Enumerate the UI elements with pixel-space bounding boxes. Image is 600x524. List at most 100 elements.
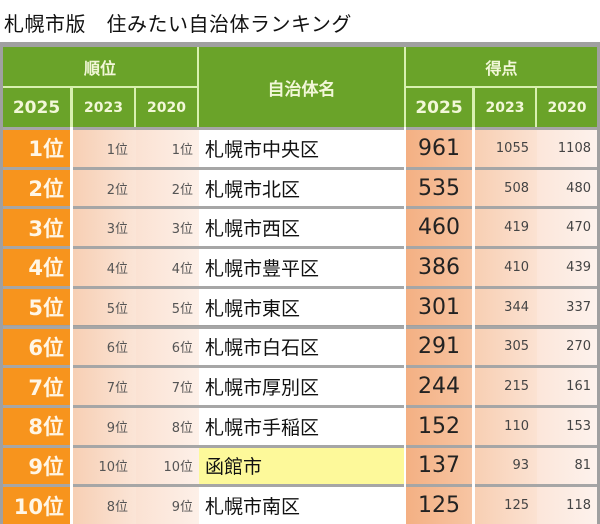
row-divider	[3, 325, 597, 329]
score-2025-cell: 152	[406, 407, 472, 445]
rank-2020-cell: 9位	[136, 487, 199, 524]
municipality-name: 札幌市南区	[205, 496, 301, 519]
score-2023-cell: 125	[475, 487, 537, 524]
rank-2025-value: 9位	[28, 454, 64, 479]
header-divider	[3, 86, 197, 88]
rank-2023-value: 5位	[106, 301, 128, 317]
rank-2025-cell: 5位	[3, 288, 70, 326]
rank-2025-value: 6位	[28, 335, 64, 360]
municipality-name-cell: 函館市	[199, 447, 406, 485]
score-2025-value: 460	[418, 215, 460, 241]
score-2025-cell: 137	[406, 447, 472, 485]
rank-2020-cell: 2位	[136, 169, 199, 207]
rank-2023-value: 8位	[106, 500, 128, 516]
rank-2023-cell: 4位	[73, 249, 136, 286]
rank-2025-cell: 10位	[3, 487, 70, 524]
rank-2020-value: 3位	[171, 222, 193, 238]
header-score-group-label: 得点	[485, 58, 518, 78]
score-2023-cell: 344	[475, 288, 537, 326]
score-2020-cell: 337	[537, 288, 597, 326]
rank-2020-cell: 5位	[136, 288, 199, 326]
rank-2023-value: 1位	[106, 142, 128, 158]
column-divider	[70, 127, 73, 524]
header-rank-group-label: 順位	[83, 58, 116, 78]
score-2025-cell: 386	[406, 249, 472, 286]
municipality-name-cell: 札幌市中央区	[199, 130, 406, 167]
rank-2020-cell: 4位	[136, 249, 199, 286]
rank-2025-cell: 8位	[3, 407, 70, 445]
score-2025-value: 301	[418, 294, 460, 320]
score-2020-cell: 1108	[537, 130, 597, 167]
score-2025-value: 125	[418, 493, 460, 519]
header-divider	[472, 88, 475, 127]
rank-2023-value: 10位	[98, 460, 128, 476]
rank-2025-value: 5位	[28, 296, 64, 321]
score-2020-cell: 118	[537, 487, 597, 524]
rank-2023-cell: 3位	[73, 209, 136, 247]
rank-2025-value: 3位	[28, 216, 64, 241]
header-rank-group: 順位	[3, 47, 197, 86]
score-2025-cell: 535	[406, 169, 472, 207]
header-divider	[406, 86, 597, 88]
rank-2023-cell: 8位	[73, 487, 136, 524]
header-rank-2020: 2020	[136, 88, 197, 127]
municipality-name-cell: 札幌市西区	[199, 209, 406, 247]
rank-2023-value: 7位	[106, 381, 128, 397]
rank-2020-cell: 3位	[136, 209, 199, 247]
municipality-name: 札幌市西区	[205, 218, 301, 241]
score-2020-cell: 153	[537, 407, 597, 445]
rank-2023-value: 9位	[106, 420, 128, 436]
rank-2020-value: 8位	[171, 420, 193, 436]
municipality-name: 札幌市中央区	[205, 138, 320, 161]
rank-2020-value: 7位	[171, 381, 193, 397]
rank-2020-cell: 6位	[136, 328, 199, 366]
score-2025-value: 291	[418, 334, 460, 360]
municipality-name-cell: 札幌市白石区	[199, 328, 406, 366]
header-rank-2020-label: 2020	[147, 99, 186, 116]
rank-2025-cell: 6位	[3, 328, 70, 366]
row-divider	[3, 206, 597, 210]
page-title: 札幌市版 住みたい自治体ランキング	[4, 12, 352, 36]
rank-2025-cell: 4位	[3, 249, 70, 286]
header-name-label: 自治体名	[267, 79, 336, 100]
header-divider	[535, 88, 537, 127]
header-divider	[134, 88, 136, 127]
rank-2020-cell: 1位	[136, 130, 199, 167]
ranking-table: 順位 自治体名 得点 2025 2023 2020 2025 2023 2020…	[3, 47, 597, 524]
score-2023-value: 419	[504, 220, 529, 236]
score-2023-value: 305	[504, 339, 529, 355]
rank-2025-value: 1位	[28, 137, 64, 162]
score-2020-value: 81	[574, 458, 591, 474]
row-divider	[3, 365, 597, 369]
header-score-2020: 2020	[537, 88, 597, 127]
score-2020-value: 470	[566, 220, 591, 236]
score-2025-cell: 291	[406, 328, 472, 366]
municipality-name-cell: 札幌市厚別区	[199, 368, 406, 405]
score-2020-cell: 470	[537, 209, 597, 247]
header-rank-2023-label: 2023	[84, 99, 123, 116]
score-2023-value: 344	[504, 299, 529, 315]
rank-2023-value: 3位	[106, 222, 128, 238]
rank-2020-cell: 7位	[136, 368, 199, 405]
header-score-2023: 2023	[475, 88, 535, 127]
score-2020-value: 480	[566, 180, 591, 196]
rank-2025-value: 8位	[28, 415, 64, 440]
rank-2023-cell: 10位	[73, 447, 136, 485]
header-score-2020-label: 2020	[547, 99, 587, 116]
score-2025-value: 535	[418, 175, 460, 201]
row-divider	[3, 166, 597, 170]
score-2023-cell: 305	[475, 328, 537, 366]
score-2020-value: 439	[566, 259, 591, 275]
header-score-2023-label: 2023	[485, 99, 525, 116]
score-2023-value: 508	[504, 180, 529, 196]
rank-2025-value: 7位	[28, 375, 64, 400]
score-2023-cell: 110	[475, 407, 537, 445]
municipality-name: 札幌市豊平区	[205, 257, 320, 280]
header-rank-2025-label: 2025	[12, 97, 61, 118]
header-rank-2023: 2023	[73, 88, 134, 127]
score-2020-value: 118	[566, 498, 591, 514]
row-divider	[3, 404, 597, 408]
row-divider	[3, 246, 597, 250]
header-score-group: 得点	[406, 47, 597, 86]
header-name: 自治体名	[199, 47, 404, 127]
